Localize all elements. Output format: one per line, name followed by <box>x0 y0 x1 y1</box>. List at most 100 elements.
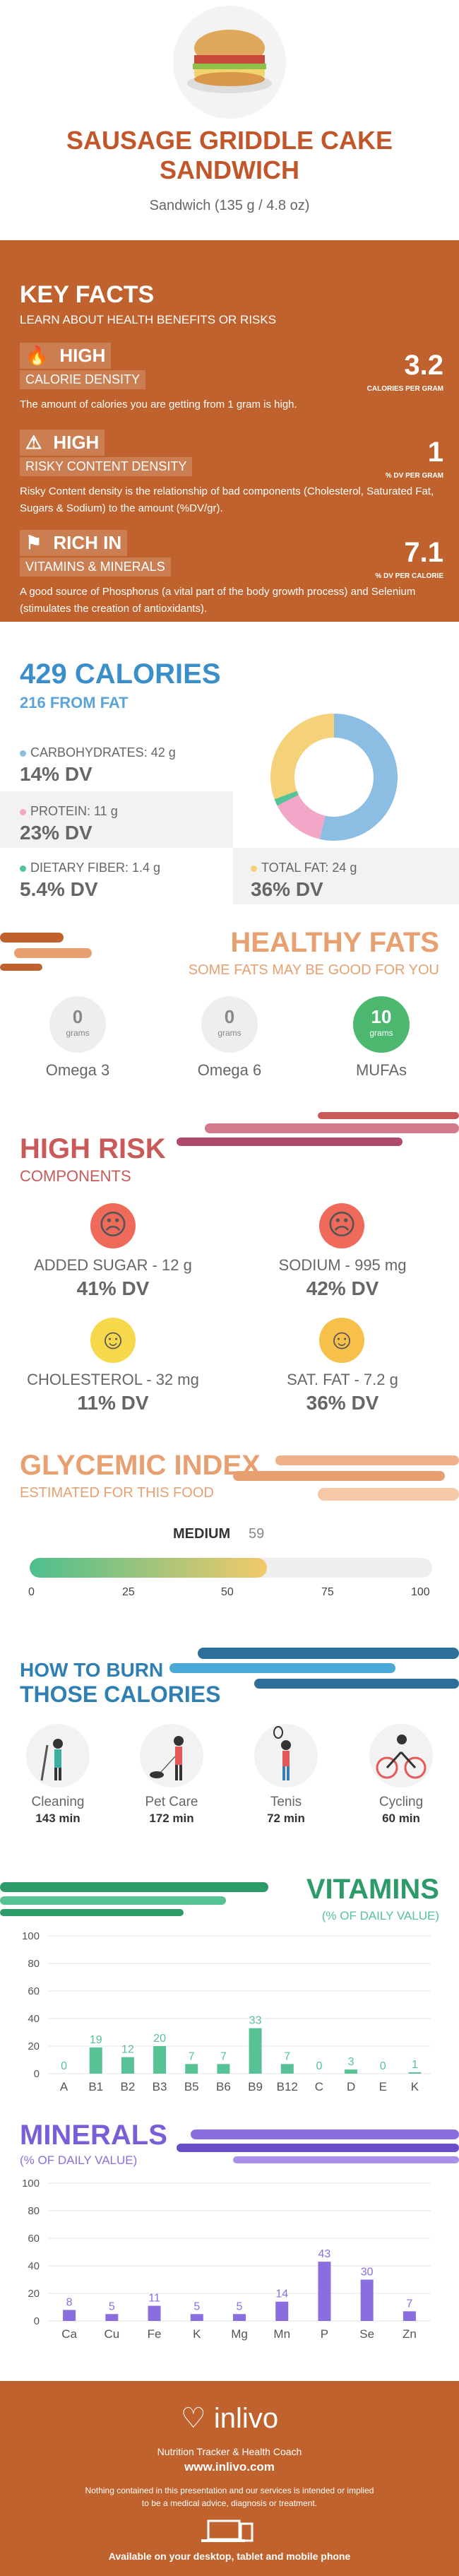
activity-name: Cycling <box>378 1795 424 1809</box>
activity-minutes: 72 min <box>267 1812 305 1825</box>
nutrient-fiber: DIETARY FIBER: 1.4 g 5.4% DV <box>20 861 160 901</box>
header: SAUSAGE GRIDDLE CAKE SANDWICH Sandwich (… <box>0 0 459 233</box>
risk-label: CHOLESTEROL - 32 mg <box>27 1371 199 1388</box>
bar-Mg <box>233 2314 246 2321</box>
glycemic-title: GLYCEMIC INDEX <box>20 1450 261 1481</box>
y-tick-label: 20 <box>28 2040 40 2052</box>
dog-walking-icon <box>140 1724 203 1788</box>
bar-value-label: 12 <box>121 2044 134 2056</box>
y-tick-label: 40 <box>28 2260 40 2272</box>
nutrient-dv: 14% DV <box>20 763 93 785</box>
bar-value-label: 14 <box>275 2288 288 2300</box>
glycemic-bar <box>30 1558 432 1578</box>
minerals-subtitle: (% OF DAILY VALUE) <box>20 2153 138 2167</box>
activity-minutes: 60 min <box>382 1812 420 1825</box>
bar-B3 <box>153 2046 167 2074</box>
bar-value-label: 5 <box>193 2300 200 2312</box>
burn-title-2: THOSE CALORIES <box>20 1682 221 1707</box>
risk-label: ADDED SUGAR - 12 g <box>34 1256 192 1274</box>
band <box>0 791 233 848</box>
bar-Zn <box>403 2311 416 2321</box>
activity-pet-care: Pet Care 172 min <box>129 1724 214 1826</box>
donut-slice-fat <box>270 714 334 800</box>
gi-tick: 100 <box>411 1586 430 1598</box>
healthy-fats-subtitle: SOME FATS MAY BE GOOD FOR YOU <box>188 962 439 978</box>
fact-level: HIGH <box>54 343 112 369</box>
y-tick-label: 100 <box>22 1930 40 1942</box>
protein-dot <box>20 809 26 815</box>
bar-D <box>345 2069 358 2074</box>
bar-Fe <box>148 2305 161 2321</box>
x-tick-label: Mn <box>273 2327 290 2341</box>
healthy-fats-section: HEALTHY FATS SOME FATS MAY BE GOOD FOR Y… <box>0 904 459 1088</box>
fact-level: RICH IN <box>47 530 128 556</box>
bar-value-label: 19 <box>90 2034 102 2046</box>
x-tick-label: Zn <box>403 2327 417 2341</box>
tag-icon: ⚑ <box>20 530 48 556</box>
decor-stripes <box>177 1112 459 1146</box>
x-tick-label: Ca <box>61 2327 77 2341</box>
activity-cycling: Cycling 60 min <box>359 1724 443 1826</box>
footer: ♡ inlivo Nutrition Tracker & Health Coac… <box>0 2381 459 2576</box>
bar-value-label: 7 <box>406 2298 412 2310</box>
happy-face-icon: ☺ <box>319 1318 364 1363</box>
decor-stripes <box>169 1648 459 1689</box>
key-facts-title: KEY FACTS <box>20 281 155 308</box>
vitamins-title: VITAMINS <box>306 1874 439 1905</box>
heart-icon: ♡ <box>180 2403 206 2434</box>
y-tick-label: 60 <box>28 2233 40 2245</box>
fat-name: Omega 3 <box>45 1061 110 1079</box>
risk-dv: 36% DV <box>306 1392 379 1414</box>
bar-value-label: 30 <box>361 2267 374 2279</box>
bar-value-label: 43 <box>318 2248 331 2260</box>
x-tick-label: Cu <box>104 2327 119 2341</box>
bar-K <box>190 2314 203 2321</box>
fat-value: 0 <box>224 1006 235 1027</box>
bar-B5 <box>185 2064 198 2074</box>
risk-label: SAT. FAT - 7.2 g <box>287 1371 398 1388</box>
glycemic-level: MEDIUM <box>173 1526 231 1542</box>
cleaning-icon <box>26 1724 90 1788</box>
x-tick-label: A <box>60 2080 68 2093</box>
fact-unit: % DV PER CALORIE <box>375 572 443 580</box>
minerals-section: MINERALS (% OF DAILY VALUE) 0 20 40 60 80 100… <box>0 2113 459 2374</box>
glycemic-subtitle: ESTIMATED FOR THIS FOOD <box>20 1485 214 1501</box>
high-risk-section: HIGH RISK COMPONENTS ☹ ADDED SUGAR - 12 … <box>0 1088 459 1441</box>
fact-description: Risky Content density is the relationshi… <box>20 485 434 514</box>
carbs-dot <box>20 750 26 757</box>
sandwich-image <box>173 6 286 119</box>
activity-cleaning: Cleaning 143 min <box>16 1724 100 1826</box>
bar-value-label: 8 <box>66 2296 73 2308</box>
bar-value-label: 5 <box>109 2300 115 2312</box>
bar-B2 <box>121 2057 134 2074</box>
x-tick-label: Se <box>359 2327 374 2341</box>
x-tick-label: B2 <box>121 2080 136 2093</box>
nutrient-label: CARBOHYDRATES: 42 g <box>30 745 176 760</box>
nutrient-dv: 36% DV <box>251 878 323 900</box>
x-tick-label: K <box>411 2080 419 2093</box>
serving-size: Sandwich (135 g / 4.8 oz) <box>149 198 310 213</box>
fat-unit: grams <box>217 1028 242 1038</box>
bar-value-label: 0 <box>380 2060 386 2072</box>
donut-slice-protein <box>277 795 326 839</box>
minerals-title: MINERALS <box>20 2120 167 2151</box>
website-link[interactable]: www.inlivo.com <box>184 2460 275 2474</box>
fact-unit: CALORIES PER GRAM <box>366 385 443 393</box>
risk-label: SODIUM - 995 mg <box>278 1256 407 1274</box>
fact-description: The amount of calories you are getting f… <box>20 398 297 410</box>
fact-calorie-density: 🔥 HIGH CALORIE DENSITY 3.2 CALORIES PER G… <box>20 343 443 413</box>
x-tick-label: K <box>193 2327 201 2341</box>
bar-value-label: 3 <box>348 2056 354 2068</box>
activity-minutes: 143 min <box>35 1812 81 1825</box>
fact-description: A good source of Phosphorus (a vital par… <box>20 586 416 615</box>
bar-Cu <box>105 2314 119 2321</box>
omega3-circle: 0 grams <box>49 996 106 1053</box>
available-text: Available on your desktop, tablet and mo… <box>108 2551 351 2562</box>
bar-Mn <box>275 2301 289 2321</box>
tennis-icon <box>254 1724 318 1788</box>
cycling-icon <box>369 1724 433 1788</box>
tagline: Nutrition Tracker & Health Coach <box>157 2446 302 2457</box>
nutrient-label: TOTAL FAT: 24 g <box>261 861 357 875</box>
fiber-dot <box>20 865 26 872</box>
